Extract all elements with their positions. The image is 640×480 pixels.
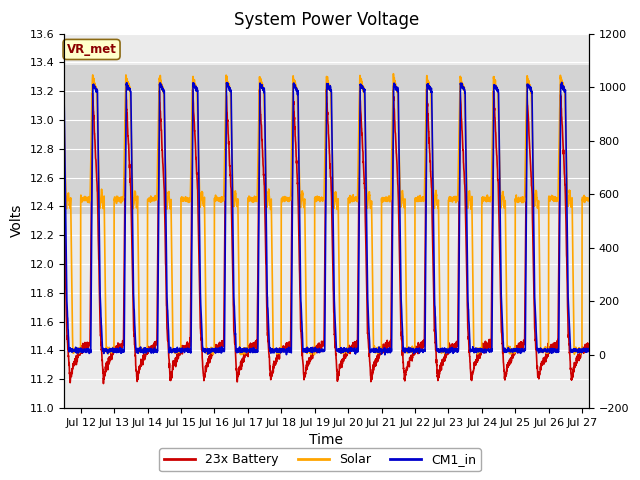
Line: 23x Battery: 23x Battery [64, 89, 589, 384]
23x Battery [88, 216, 95, 222]
Solar [60, 114, 68, 120]
23x Battery [102, 363, 110, 369]
Title: System Power Voltage: System Power Voltage [234, 11, 419, 29]
Solar [585, 196, 593, 202]
Solar [460, 86, 467, 92]
23x Battery [100, 381, 108, 386]
CM1_in [88, 280, 95, 286]
Y-axis label: Volts: Volts [10, 204, 24, 238]
Line: CM1_in: CM1_in [64, 83, 589, 355]
23x Battery [117, 342, 125, 348]
23x Battery [585, 343, 593, 349]
CM1_in [558, 80, 566, 85]
Solar [102, 324, 109, 330]
CM1_in [551, 347, 559, 353]
Solar [390, 71, 397, 77]
CM1_in [460, 84, 467, 90]
23x Battery [423, 86, 431, 92]
Bar [64, 65, 589, 214]
CM1_in [585, 348, 593, 354]
Solar [88, 137, 95, 143]
Solar [551, 198, 559, 204]
Solar [117, 197, 125, 203]
Line: Solar: Solar [64, 74, 589, 355]
Solar [237, 352, 244, 358]
CM1_in [381, 352, 388, 358]
23x Battery [60, 188, 68, 194]
Solar [498, 196, 506, 202]
CM1_in [498, 304, 506, 310]
CM1_in [102, 347, 109, 353]
CM1_in [60, 88, 68, 94]
CM1_in [117, 350, 125, 356]
23x Battery [460, 161, 467, 167]
23x Battery [498, 335, 506, 340]
X-axis label: Time: Time [309, 433, 344, 447]
Legend: 23x Battery, Solar, CM1_in: 23x Battery, Solar, CM1_in [159, 448, 481, 471]
Text: VR_met: VR_met [67, 43, 116, 56]
23x Battery [551, 346, 559, 352]
